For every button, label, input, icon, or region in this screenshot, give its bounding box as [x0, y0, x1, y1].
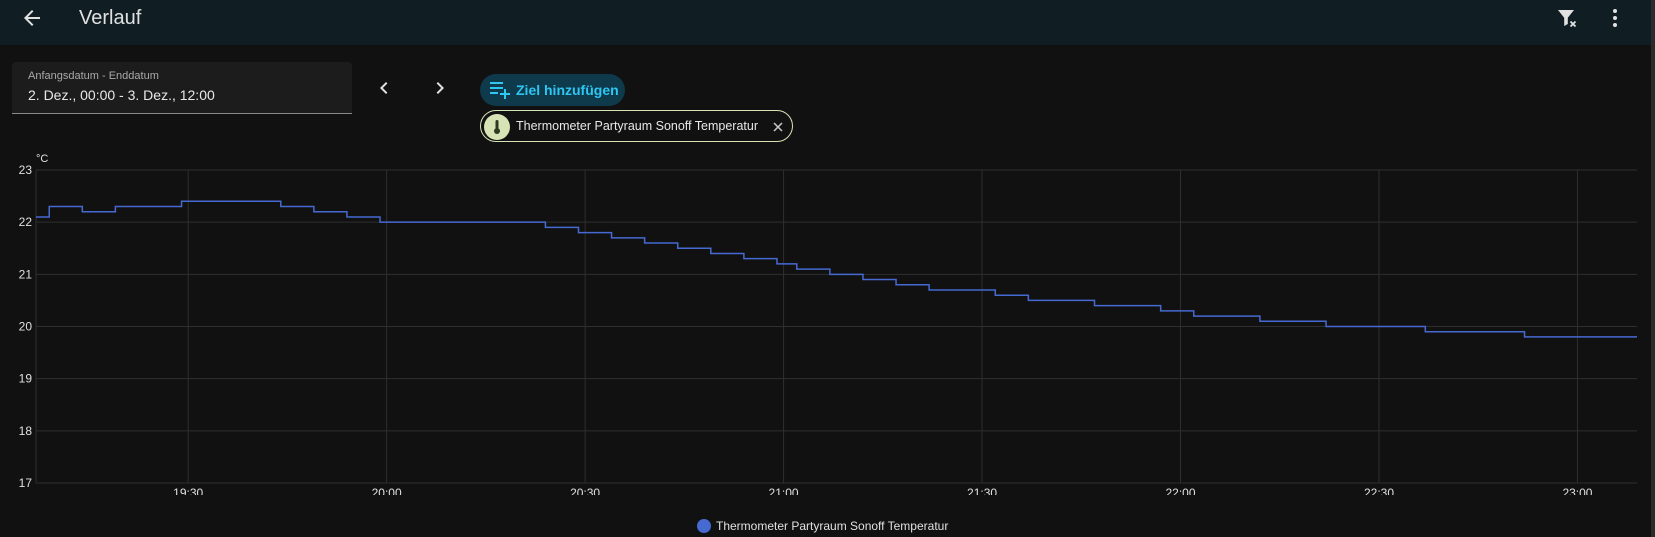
remove-target-button[interactable] [771, 120, 785, 134]
date-range-picker[interactable]: Anfangsdatum - Enddatum 2. Dez., 00:00 -… [12, 62, 352, 114]
x-tick-label: 23:00 [1562, 486, 1592, 495]
x-tick-label: 20:00 [372, 486, 402, 495]
arrow-left-icon [24, 10, 40, 26]
legend-swatch[interactable] [697, 519, 711, 533]
x-tick-label: 22:30 [1364, 486, 1394, 495]
playlist-plus-icon [490, 82, 510, 99]
legend-label[interactable]: Thermometer Partyraum Sonoff Temperatur [716, 519, 949, 533]
back-button[interactable] [20, 6, 44, 30]
y-tick-label: 17 [19, 476, 33, 490]
chevron-left-icon [380, 82, 388, 94]
x-tick-label: 21:30 [967, 486, 997, 495]
dots-vertical-icon [1613, 9, 1617, 27]
overflow-menu-button[interactable] [1603, 6, 1627, 30]
target-chip[interactable]: Thermometer Partyraum Sonoff Temperatur [480, 110, 793, 142]
close-icon [773, 122, 783, 132]
x-axis: 19:30 20:00 20:30 21:00 21:30 22:00 22:30 23:00 [173, 486, 1593, 495]
date-range-value: 2. Dez., 00:00 - 3. Dez., 12:00 [28, 87, 215, 103]
target-chip-label: Thermometer Partyraum Sonoff Temperatur [516, 119, 758, 133]
chevron-right-icon [436, 82, 444, 94]
chart-legend: Thermometer Partyraum Sonoff Temperatur [0, 518, 1655, 534]
thermometer-icon [494, 120, 500, 134]
y-tick-label: 22 [19, 215, 33, 229]
x-tick-label: 20:30 [570, 486, 600, 495]
y-axis: 17 18 19 20 21 22 23 [19, 163, 33, 490]
y-tick-label: 20 [19, 320, 33, 334]
date-range-label: Anfangsdatum - Enddatum [28, 70, 159, 82]
page-title: Verlauf [79, 7, 142, 29]
y-tick-label: 21 [19, 267, 33, 281]
y-tick-label: 23 [19, 163, 33, 177]
page-scrollbar[interactable] [1651, 0, 1655, 537]
next-period-button[interactable] [428, 76, 452, 100]
previous-period-button[interactable] [372, 76, 396, 100]
chart-grid [35, 169, 1637, 484]
series-line-temperature[interactable] [36, 200, 1637, 338]
app-header: Verlauf [0, 0, 1655, 45]
history-chart: 17 18 19 20 21 22 23 19:30 20:00 20:30 21:00 21:30… [19, 153, 1637, 495]
x-tick-label: 22:00 [1166, 486, 1196, 495]
x-tick-label: 19:30 [173, 486, 203, 495]
y-tick-label: 19 [19, 372, 33, 386]
clear-filter-button[interactable] [1555, 6, 1579, 30]
add-target-label: Ziel hinzufügen [516, 82, 619, 98]
x-tick-label: 21:00 [769, 486, 799, 495]
add-target-button[interactable]: Ziel hinzufügen [480, 74, 625, 106]
filter-remove-icon [1558, 10, 1577, 28]
y-axis-unit: °C [36, 153, 48, 165]
y-tick-label: 18 [19, 424, 33, 438]
chip-avatar [484, 114, 510, 140]
